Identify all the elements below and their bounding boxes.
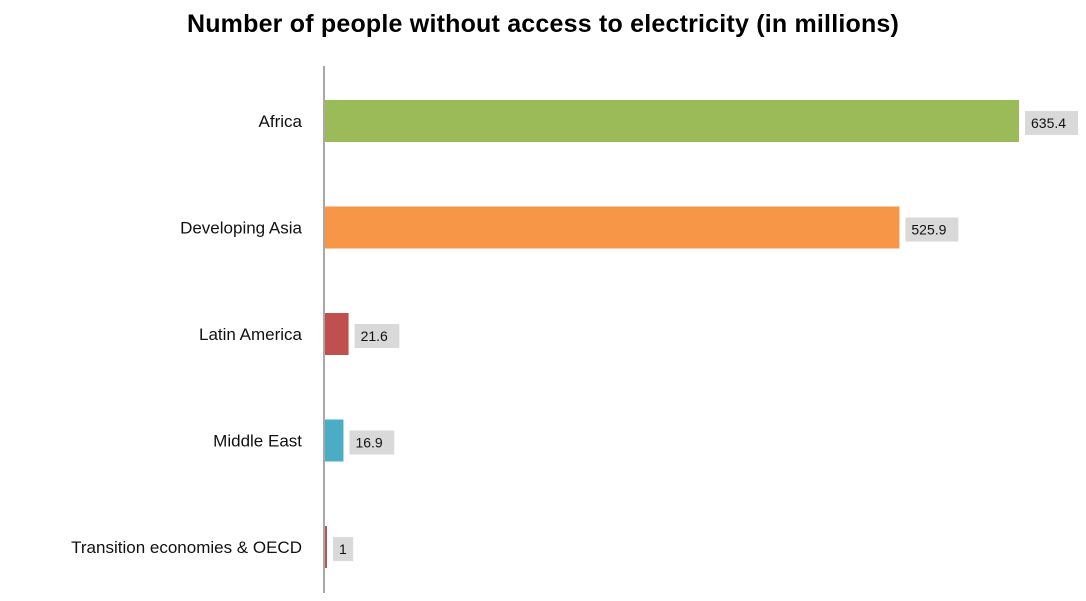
- category-label-developing-asia: Developing Asia: [180, 219, 302, 238]
- bar-transition-economies-oecd: [325, 526, 327, 568]
- category-label-middle-east: Middle East: [213, 432, 302, 451]
- data-label-box-transition-economies-oecd: [333, 537, 354, 561]
- category-label-transition-economies-oecd: Transition economies & OECD: [71, 538, 302, 557]
- data-label-box-africa: [1025, 111, 1078, 135]
- data-label-developing-asia: 525.9: [911, 222, 946, 238]
- bar-latin-america: [325, 313, 349, 355]
- bar-middle-east: [325, 419, 344, 462]
- chart-title: Number of people without access to elect…: [186, 10, 900, 38]
- bar-developing-asia: [325, 206, 900, 249]
- bars-group: Africa 635.4 Developing Asia 525.9 Latin Ame…: [71, 100, 1078, 568]
- data-label-box-latin-america: [354, 324, 400, 348]
- bar-africa: [325, 100, 1019, 142]
- category-label-latin-america: Latin America: [199, 325, 303, 344]
- data-label-africa: 635.4: [1031, 115, 1066, 131]
- category-label-africa: Africa: [259, 112, 303, 131]
- data-label-box-developing-asia: [905, 217, 959, 242]
- data-label-transition-economies-oecd: 1: [339, 541, 347, 557]
- data-label-latin-america: 21.6: [361, 328, 388, 344]
- data-label-box-middle-east: [349, 430, 395, 455]
- data-label-middle-east: 16.9: [355, 435, 382, 451]
